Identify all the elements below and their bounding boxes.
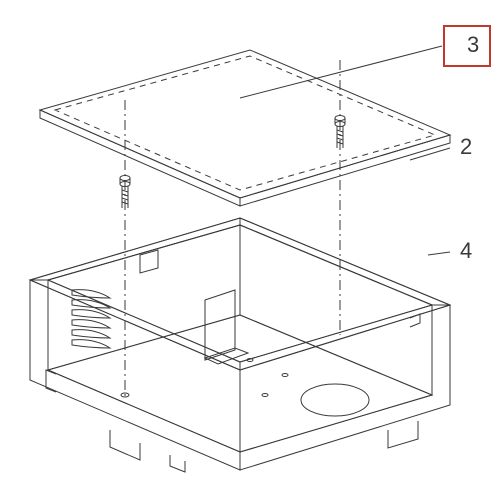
base-box — [30, 218, 450, 472]
screw-left — [120, 176, 130, 209]
lid-plate — [40, 50, 450, 206]
label-3: 3 — [467, 32, 479, 57]
leaders — [240, 46, 450, 255]
front-slots — [46, 370, 185, 472]
screw-right — [335, 116, 345, 149]
label-2: 2 — [460, 134, 472, 159]
exploded-view-diagram: 3 2 4 — [0, 0, 500, 500]
label-4: 4 — [460, 238, 472, 263]
internal-bracket — [205, 290, 248, 364]
